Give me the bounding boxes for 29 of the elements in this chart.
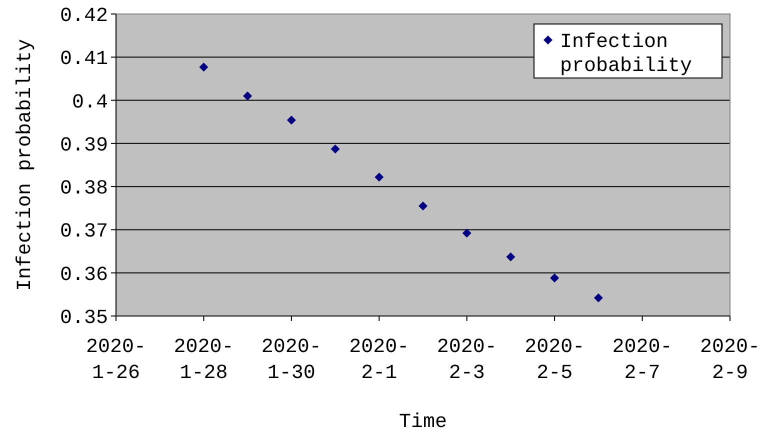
point [418, 201, 428, 210]
x-axis-title: Time [398, 411, 448, 433]
y-tick-label: 0.36 [60, 264, 108, 287]
y-axis-title: Infection probability [14, 38, 37, 292]
point [243, 91, 252, 100]
x-tick-label: 2020-1-28 [174, 336, 234, 385]
point [330, 144, 340, 154]
point [286, 116, 296, 125]
point [506, 252, 516, 262]
legend-label: Infection probability [560, 31, 692, 78]
x-tick-label: 2020-2-3 [436, 336, 497, 385]
point [462, 228, 472, 238]
y-tick-label: 0.38 [60, 178, 108, 201]
point [594, 293, 603, 302]
point [199, 62, 208, 72]
y-tick-label: 0.42 [60, 5, 108, 28]
point [550, 274, 560, 283]
y-tick-label: 0.41 [60, 48, 108, 72]
x-tick-label: 2020-1-26 [86, 336, 146, 385]
y-tick-label: 0.37 [60, 220, 108, 244]
x-tick-label: 2020-2-1 [349, 336, 410, 385]
y-tick-label: 0.35 [60, 307, 108, 330]
y-tick-label: 0.4 [72, 91, 108, 114]
point [374, 172, 384, 182]
x-tick-label: 2020-2-7 [612, 336, 672, 385]
x-tick-label: 2020-2-9 [700, 336, 760, 385]
x-tick-label: 2020-1-30 [261, 336, 322, 385]
y-tick-label: 0.39 [60, 134, 108, 158]
x-tick-label: 2020-2-5 [524, 336, 585, 385]
